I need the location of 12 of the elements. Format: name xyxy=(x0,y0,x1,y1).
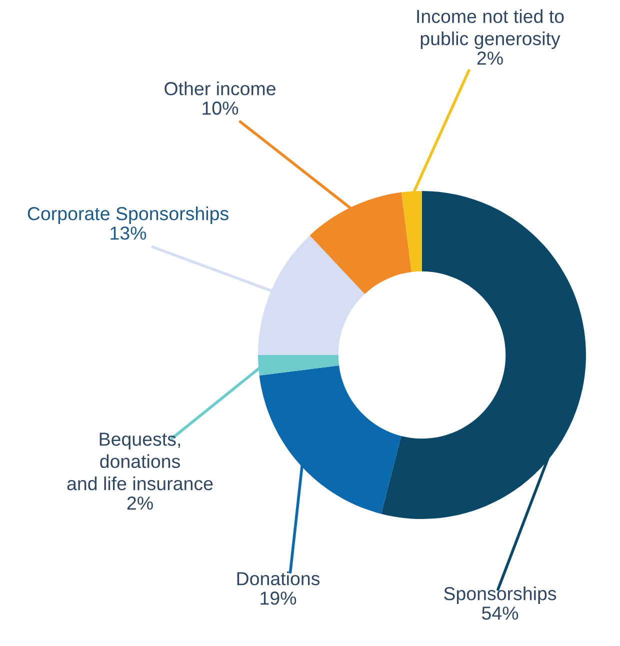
data-label: 2% xyxy=(127,496,153,510)
data-label: 19% xyxy=(260,591,296,605)
slice-label: Income not tied to public generosity xyxy=(417,9,564,49)
slice-label: Bequests, donations and life insurance xyxy=(67,432,213,490)
data-label: 13% xyxy=(110,226,146,240)
slice-label: Corporate Sponsorships xyxy=(28,206,228,224)
slice-label: Other income xyxy=(164,82,276,96)
data-label: 10% xyxy=(202,101,238,115)
slice-label: Sponsorships xyxy=(444,586,556,604)
data-label: 2% xyxy=(477,51,503,65)
data-label: 54% xyxy=(482,606,518,620)
slice-label: Donations xyxy=(237,572,320,586)
